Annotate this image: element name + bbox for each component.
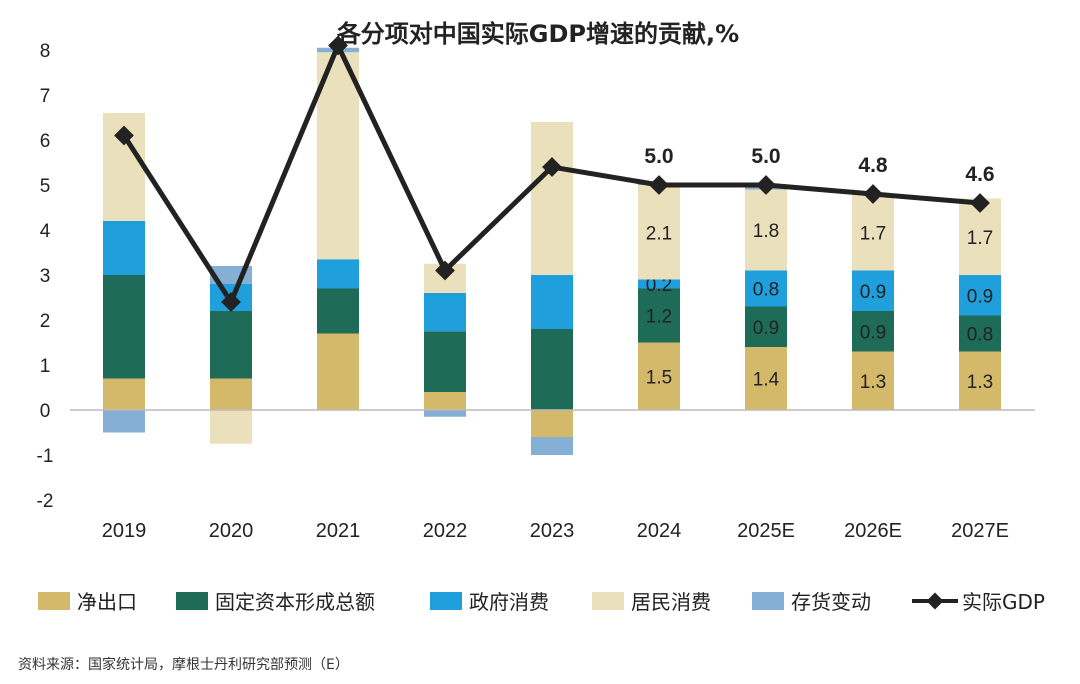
data-label: 0.2 xyxy=(646,275,672,296)
bar-segment xyxy=(531,437,573,455)
data-label: 0.9 xyxy=(967,286,993,307)
bar-segment xyxy=(531,275,573,329)
data-label: 0.9 xyxy=(860,282,886,303)
x-tick-label: 2027E xyxy=(951,520,1009,542)
x-tick-label: 2020 xyxy=(209,520,254,542)
data-label: 1.7 xyxy=(860,223,886,244)
bar-segment xyxy=(638,185,680,280)
bar-segment xyxy=(745,270,787,307)
x-tick-label: 2024 xyxy=(637,520,682,542)
legend-label: 存货变动 xyxy=(791,590,871,614)
bar-segment xyxy=(531,329,573,410)
y-tick-label: -1 xyxy=(37,446,54,467)
x-tick-label: 2026E xyxy=(844,520,902,542)
bar-segment xyxy=(103,410,145,433)
legend-swatch xyxy=(176,592,208,610)
legend-swatch xyxy=(430,592,462,610)
bar-segment xyxy=(424,392,466,410)
y-tick-label: 1 xyxy=(40,356,51,377)
bar-segment xyxy=(317,259,359,289)
y-tick-label: 7 xyxy=(40,86,51,107)
gdp-point xyxy=(221,292,241,312)
x-tick-label: 2022 xyxy=(423,520,468,542)
bar-segment xyxy=(638,288,680,343)
bar-segment xyxy=(745,189,787,271)
bar-segment xyxy=(424,331,466,392)
data-label: 0.8 xyxy=(753,280,779,301)
bar-segment xyxy=(317,52,359,260)
legend-swatch xyxy=(38,592,70,610)
bar-segment xyxy=(959,315,1001,352)
gdp-label: 4.8 xyxy=(858,154,888,177)
y-tick-label: 3 xyxy=(40,266,51,287)
y-tick-label: 6 xyxy=(40,131,51,152)
legend-marker xyxy=(926,592,944,610)
y-tick-label: 4 xyxy=(40,221,51,242)
bar-segment xyxy=(852,351,894,410)
x-tick-label: 2021 xyxy=(316,520,361,542)
bar-segment xyxy=(638,342,680,410)
y-tick-label: 0 xyxy=(40,401,51,422)
gdp-label: 5.0 xyxy=(644,145,673,168)
gdp-point xyxy=(328,35,348,56)
data-label: 1.5 xyxy=(646,367,672,388)
y-tick-label: -2 xyxy=(37,491,54,512)
bar-segment xyxy=(103,275,145,379)
bar-segment xyxy=(210,311,252,379)
bar-segment xyxy=(103,221,145,275)
data-label: 1.4 xyxy=(753,370,780,391)
bar-segment xyxy=(959,275,1001,316)
data-label: 1.2 xyxy=(646,307,672,328)
gdp-point xyxy=(435,260,455,281)
legend-label: 净出口 xyxy=(77,590,137,614)
data-label: 1.3 xyxy=(860,372,886,393)
y-tick-label: 5 xyxy=(40,176,51,197)
bar-segment xyxy=(424,410,466,417)
bar-segment xyxy=(959,351,1001,410)
bar-segment xyxy=(210,378,252,410)
gdp-label: 5.0 xyxy=(751,145,780,168)
legend-label: 固定资本形成总额 xyxy=(215,590,375,614)
bar-segment xyxy=(103,378,145,410)
data-label: 0.8 xyxy=(967,325,993,346)
bar-segment xyxy=(424,293,466,332)
y-tick-label: 2 xyxy=(40,311,51,332)
bar-segment xyxy=(745,347,787,410)
data-label: 2.1 xyxy=(646,223,672,244)
data-label: 1.7 xyxy=(967,228,993,249)
gdp-label: 4.6 xyxy=(965,163,994,186)
x-tick-label: 2025E xyxy=(737,520,795,542)
bar-segment xyxy=(852,194,894,271)
data-label: 0.9 xyxy=(860,322,886,343)
legend-label: 居民消费 xyxy=(631,590,711,614)
legend-label: 实际GDP xyxy=(962,590,1045,614)
bar-segment xyxy=(531,122,573,275)
x-tick-label: 2023 xyxy=(530,520,575,542)
chart-title: 各分项对中国实际GDP增速的贡献,% xyxy=(336,20,739,48)
data-label: 1.8 xyxy=(753,221,779,242)
legend-label: 政府消费 xyxy=(469,590,549,614)
legend-swatch xyxy=(592,592,624,610)
bar-segment xyxy=(852,311,894,352)
bar-segment xyxy=(317,288,359,334)
x-tick-label: 2019 xyxy=(102,520,147,542)
bar-segment xyxy=(638,279,680,289)
bar-segment xyxy=(210,410,252,444)
legend-swatch xyxy=(752,592,784,610)
bar-segment xyxy=(745,306,787,347)
bar-segment xyxy=(317,333,359,410)
bar-segment xyxy=(531,410,573,437)
data-label: 0.9 xyxy=(753,318,779,339)
y-tick-label: 8 xyxy=(40,41,51,62)
bar-segment xyxy=(852,270,894,311)
gdp-point xyxy=(114,125,134,146)
data-label: 1.3 xyxy=(967,372,993,393)
source-note: 资料来源：国家统计局，摩根士丹利研究部预测（E） xyxy=(18,656,349,673)
